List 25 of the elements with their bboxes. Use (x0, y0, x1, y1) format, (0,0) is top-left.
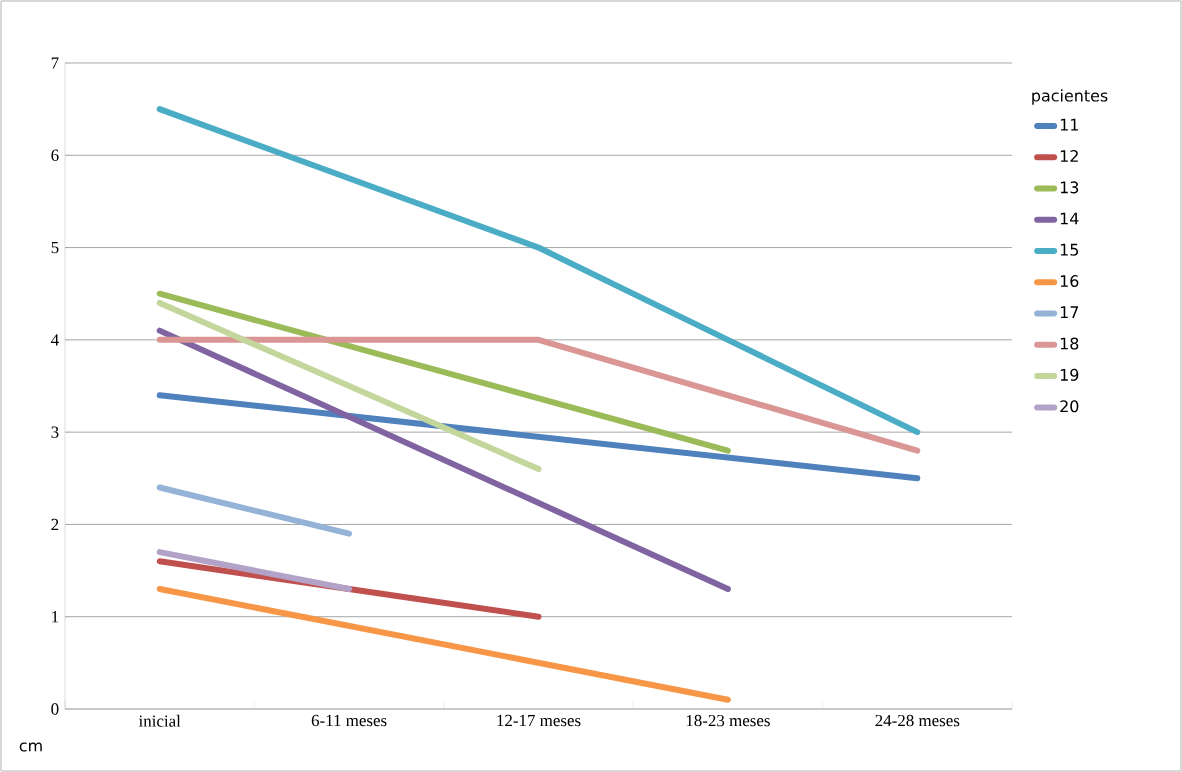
legend-label: 12 (1060, 150, 1078, 162)
legend-label: 17 (1060, 306, 1079, 318)
y-tick-label: 5 (51, 241, 59, 254)
y-tick-label: 7 (51, 57, 59, 69)
y-tick-label: 1 (52, 611, 59, 623)
x-tick-label: 12-17 meses (497, 714, 581, 727)
legend-title: pacientes (1032, 89, 1108, 105)
y-tick-label: 4 (51, 334, 59, 346)
y-tick-label: 2 (51, 518, 59, 531)
legend-label: 20 (1060, 400, 1079, 413)
legend-label: 18 (1060, 337, 1079, 350)
legend-label: 11 (1060, 118, 1078, 131)
legend-label: 15 (1060, 243, 1079, 256)
legend-label: 16 (1060, 275, 1079, 288)
legend-label: 14 (1060, 212, 1079, 225)
legend-label: 13 (1060, 181, 1079, 194)
y-axis-title: cm (19, 742, 42, 752)
x-tick-label: inicial (138, 714, 181, 727)
y-tick-label: 6 (51, 149, 59, 161)
y-tick-label: 0 (51, 703, 59, 715)
x-tick-label: 18-23 meses (686, 714, 770, 727)
y-tick-label: 3 (51, 426, 59, 438)
legend-label: 19 (1060, 368, 1079, 381)
x-tick-label: 24-28 meses (875, 714, 960, 727)
x-tick-label: 6-11 meses (311, 714, 387, 727)
